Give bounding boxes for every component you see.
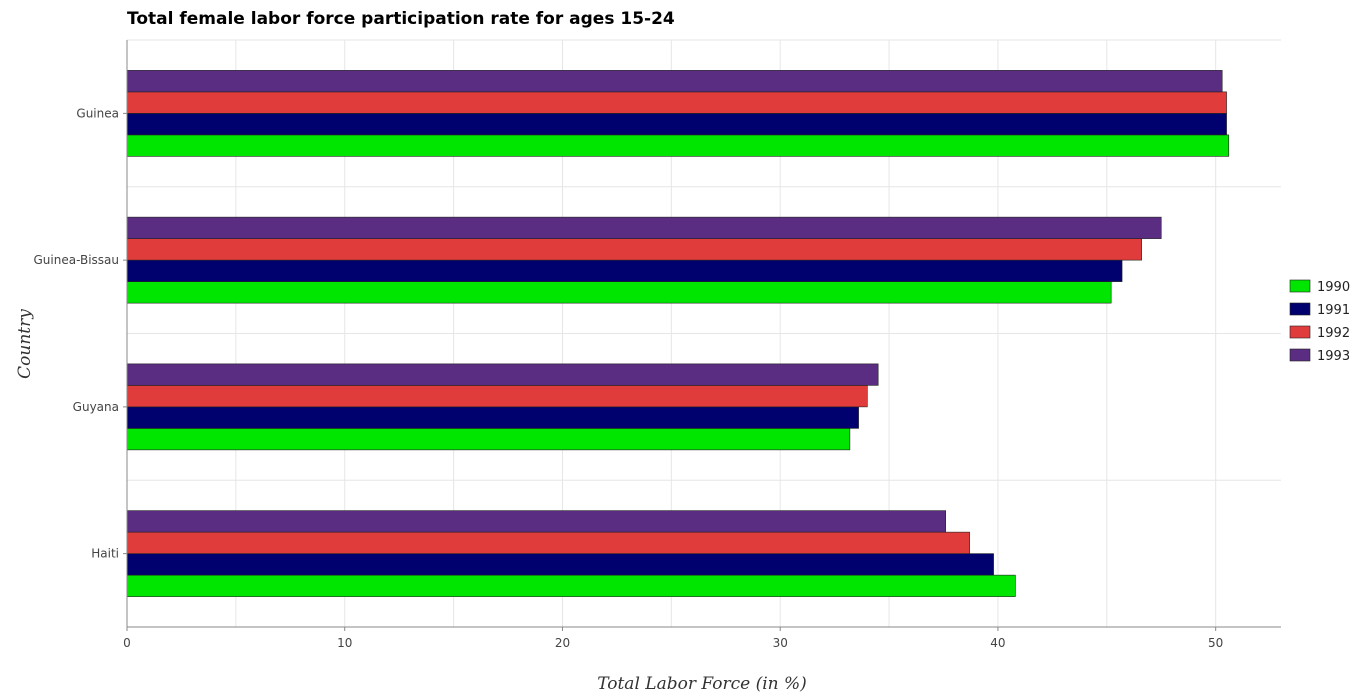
bar-guinea-bissau-1993	[126, 216, 1162, 239]
legend-swatch-1990	[1289, 279, 1311, 293]
legend: 1990 1991 1992 1993	[1289, 279, 1350, 364]
legend-label-1990: 1990	[1317, 280, 1350, 295]
x-tick-label: 20	[555, 636, 570, 650]
bar-guyana-1992	[126, 385, 868, 408]
legend-label-1993: 1993	[1317, 349, 1350, 364]
x-tick-label: 40	[990, 636, 1005, 650]
bar-guinea-1990	[126, 134, 1230, 157]
legend-label-1992: 1992	[1317, 326, 1350, 341]
bars	[126, 70, 1230, 597]
bar-guinea-1992	[126, 91, 1227, 114]
x-tick-label: 10	[337, 636, 352, 650]
bar-haiti-1992	[126, 531, 970, 554]
bar-guyana-1993	[126, 363, 879, 386]
legend-swatch-1992	[1289, 325, 1311, 339]
bar-guinea-bissau-1992	[126, 238, 1142, 261]
chart-title: Total female labor force participation r…	[127, 9, 675, 29]
x-tick-label: 50	[1208, 636, 1223, 650]
bar-haiti-1993	[126, 510, 946, 533]
y-axis-label: Country	[15, 309, 35, 379]
bar-guyana-1990	[126, 428, 851, 451]
x-axis-label: Total Labor Force (in %)	[597, 674, 807, 694]
axes: 0 10 20 30 40 50 Guinea Guinea-Bissau Guyana Hait…	[33, 40, 1281, 650]
bar-guyana-1991	[126, 406, 859, 429]
bar-guinea-1991	[126, 113, 1227, 136]
bar-haiti-1991	[126, 553, 994, 576]
x-tick-label: 30	[773, 636, 788, 650]
bar-haiti-1990	[126, 574, 1016, 597]
x-tick-label: 0	[123, 636, 131, 650]
y-tick-label: Guinea-Bissau	[33, 253, 119, 267]
bar-guinea-1993	[126, 70, 1223, 93]
bar-guinea-bissau-1991	[126, 259, 1123, 282]
legend-label-1991: 1991	[1317, 303, 1350, 318]
y-tick-label: Guinea	[76, 106, 119, 120]
bar-guinea-bissau-1990	[126, 281, 1112, 304]
y-tick-label: Haiti	[91, 547, 119, 561]
legend-swatch-1993	[1289, 348, 1311, 362]
y-tick-label: Guyana	[73, 400, 119, 414]
legend-swatch-1991	[1289, 302, 1311, 316]
